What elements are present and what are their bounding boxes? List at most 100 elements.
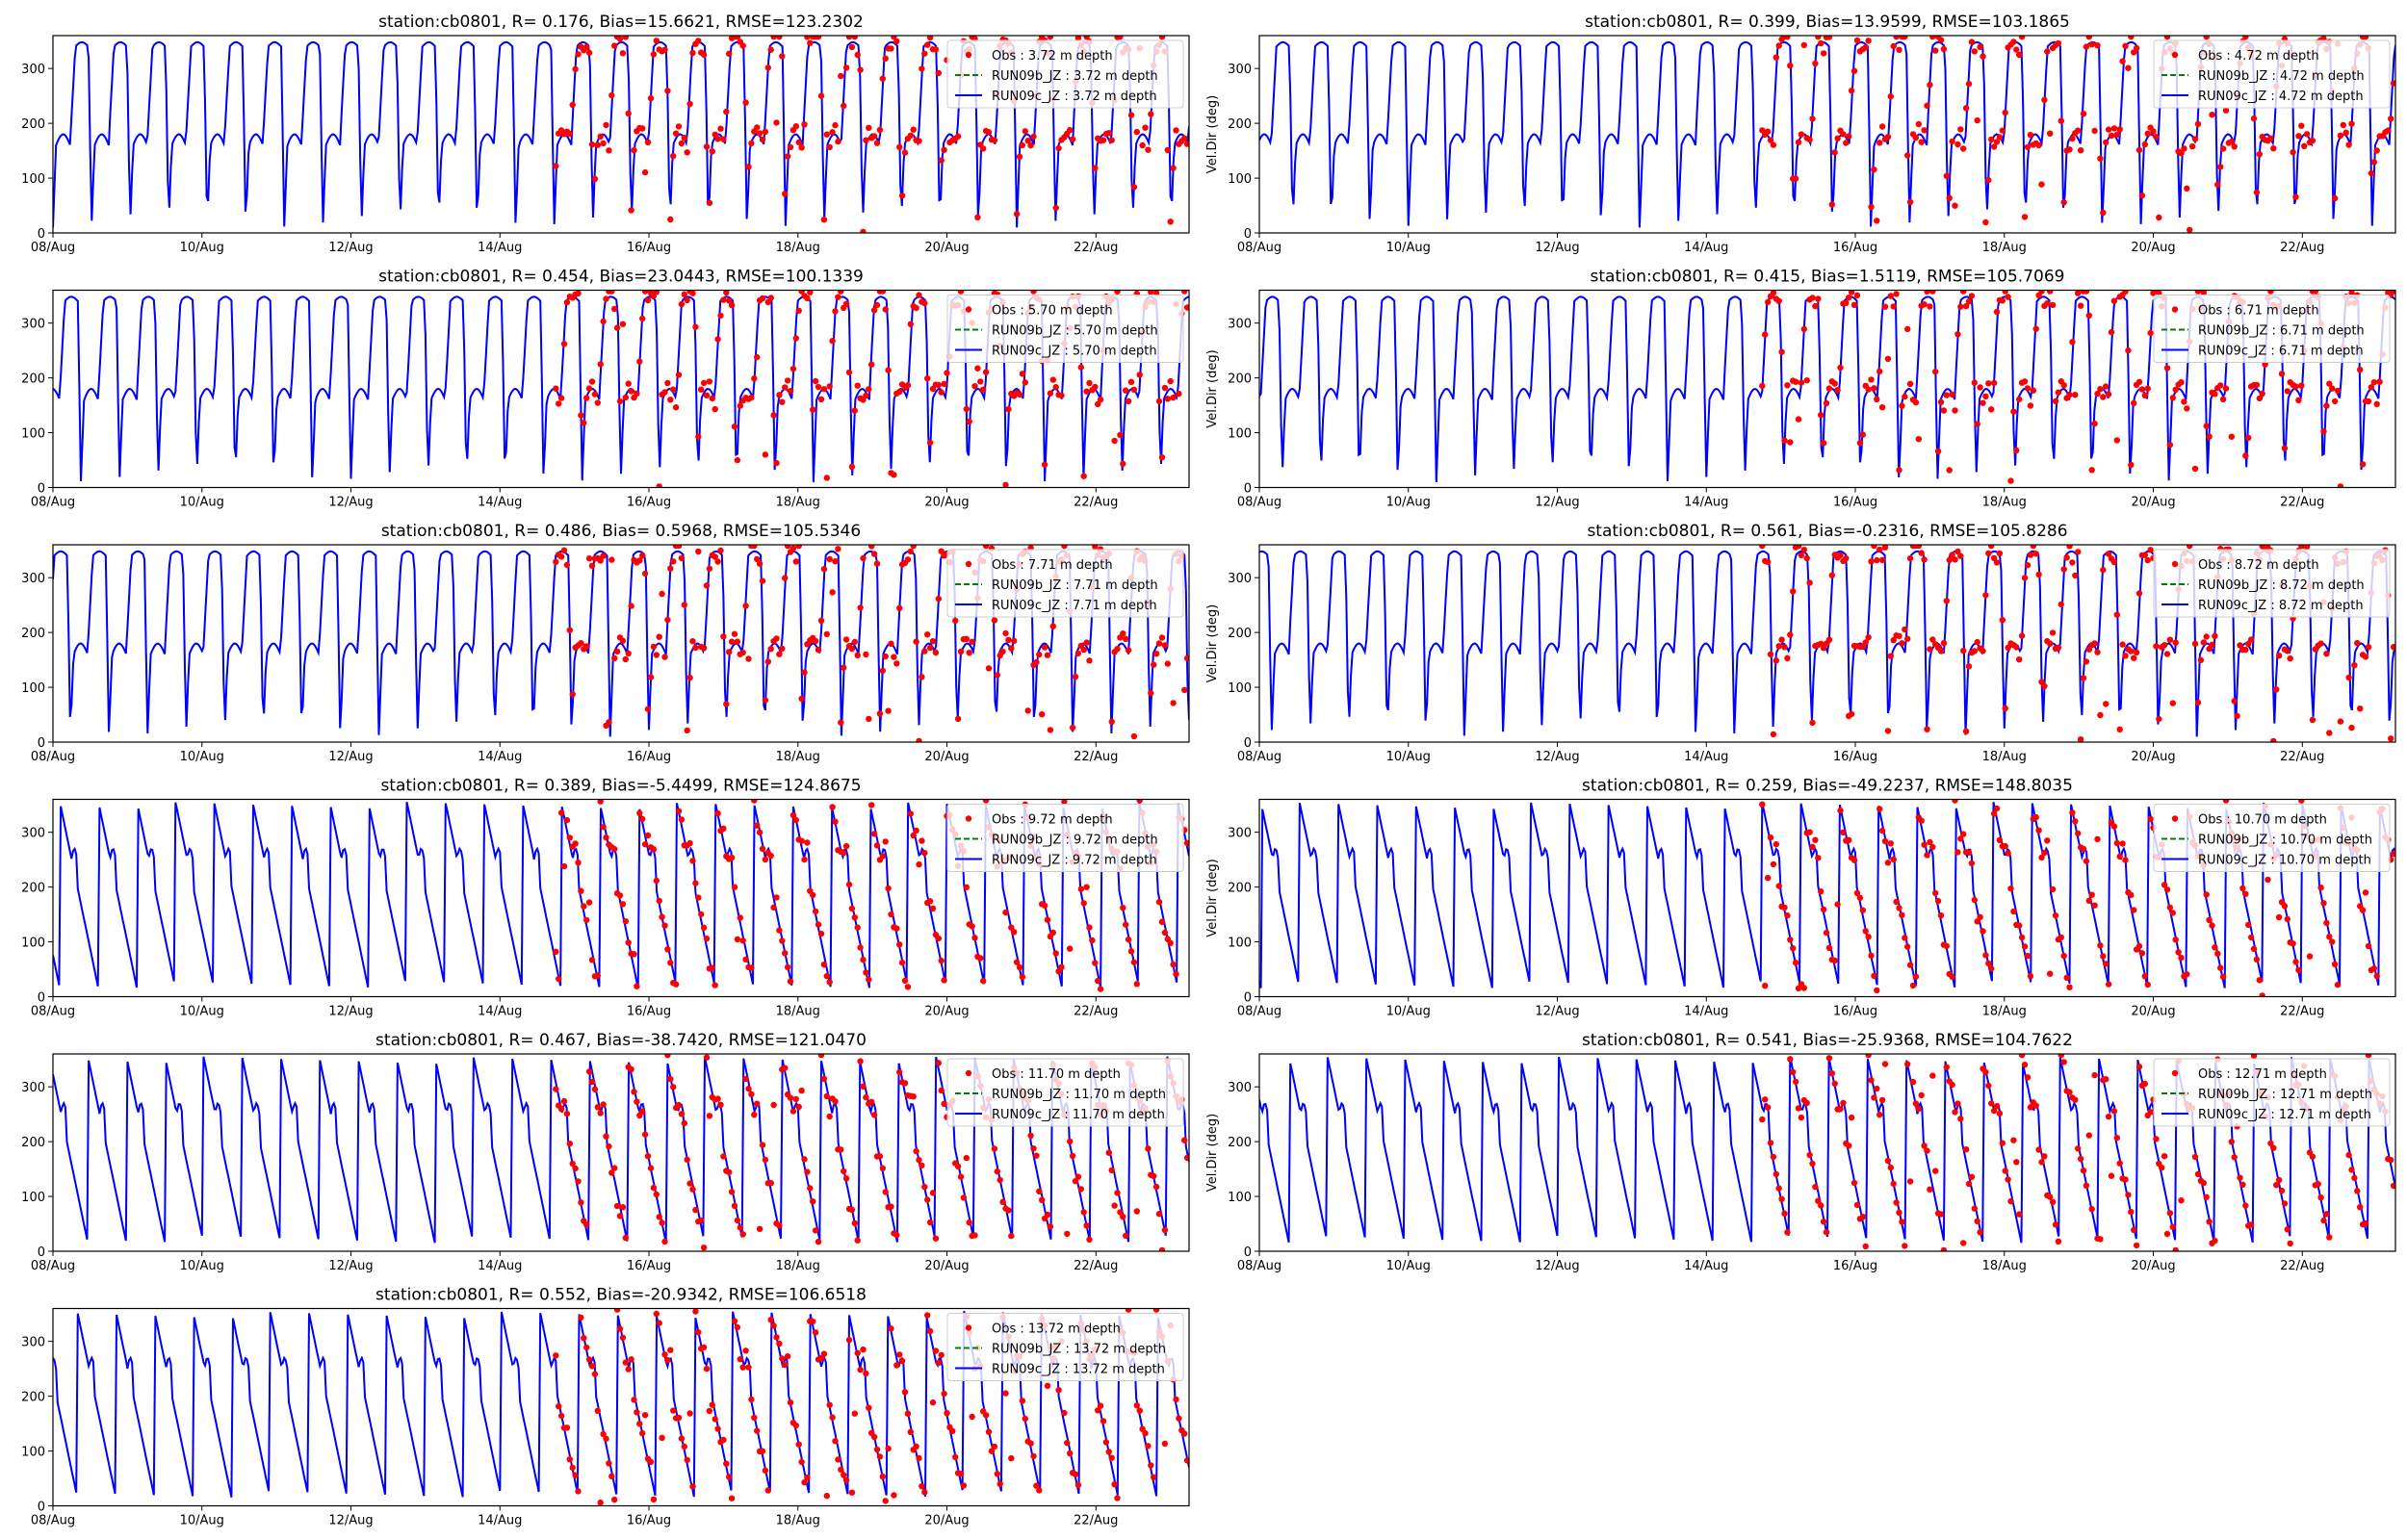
obs-point [982, 799, 990, 804]
x-tick-label: 20/Aug [924, 1514, 969, 1528]
obs-point [1080, 646, 1087, 654]
obs-point [854, 924, 861, 931]
obs-point [1876, 1111, 1883, 1118]
obs-point [714, 136, 721, 142]
obs-point [2362, 36, 2369, 40]
obs-point [994, 672, 1001, 679]
obs-point [929, 1399, 937, 1406]
obs-point [1074, 650, 1082, 657]
legend-label: Obs : 11.70 m depth [992, 1067, 1121, 1082]
obs-point [1957, 552, 1964, 559]
obs-point [597, 361, 604, 368]
obs-point [901, 1389, 909, 1396]
obs-point [1943, 942, 1951, 950]
obs-point [578, 640, 584, 647]
y-axis-label: Vel.Dir (deg) [1205, 859, 1220, 937]
obs-point [692, 323, 699, 330]
obs-point [603, 1435, 609, 1443]
obs-point [1114, 290, 1121, 295]
obs-point [823, 1092, 830, 1100]
obs-point [1949, 1081, 1955, 1089]
obs-point [896, 1351, 903, 1358]
obs-point [622, 1234, 629, 1242]
obs-point [941, 380, 947, 388]
obs-point [1999, 1140, 2006, 1146]
obs-point [1929, 843, 1936, 851]
obs-point [1089, 937, 1096, 944]
obs-point [1787, 937, 1794, 943]
y-tick-label: 0 [1244, 482, 1252, 497]
obs-point [1840, 131, 1847, 138]
obs-point [938, 1351, 945, 1359]
obs-point [2287, 655, 2293, 662]
obs-point [748, 394, 755, 401]
obs-point [2055, 389, 2062, 396]
obs-point [885, 707, 892, 714]
obs-point [684, 1456, 690, 1464]
obs-point [1929, 36, 1936, 40]
obs-point [1982, 952, 1989, 959]
obs-point [689, 290, 696, 296]
obs-point [2119, 840, 2126, 847]
obs-point [873, 1446, 881, 1453]
obs-point [2203, 1194, 2210, 1201]
obs-point [1775, 883, 1782, 889]
obs-point [2131, 399, 2137, 407]
obs-point [1069, 136, 1076, 142]
obs-point [1884, 355, 1892, 362]
obs-point [916, 860, 922, 868]
obs-point [815, 383, 822, 391]
obs-point [798, 837, 805, 844]
obs-point [2091, 902, 2098, 909]
obs-point [1962, 105, 1970, 112]
obs-point [1949, 552, 1955, 558]
obs-point [789, 366, 797, 372]
obs-point [1792, 175, 1799, 182]
obs-point [1002, 909, 1009, 916]
obs-point [1044, 916, 1051, 923]
obs-point [1161, 384, 1169, 392]
legend-label: RUN09b_JZ : 3.72 m depth [992, 69, 1158, 84]
obs-point [2247, 636, 2255, 643]
obs-point [2138, 192, 2146, 199]
obs-point [723, 108, 730, 116]
obs-point [2206, 1219, 2213, 1225]
obs-point [1111, 1481, 1118, 1488]
panel-title: station:cb0801, R= 0.486, Bias= 0.5968, … [381, 522, 861, 541]
obs-point [748, 1396, 755, 1403]
obs-point [692, 1206, 699, 1214]
x-tick-label: 08/Aug [1237, 496, 1281, 510]
obs-point [2147, 547, 2154, 553]
obs-point [2091, 640, 2098, 647]
obs-point [823, 131, 830, 138]
obs-point [891, 654, 897, 660]
obs-point [2267, 1140, 2274, 1147]
obs-point [838, 290, 844, 295]
obs-point [2362, 889, 2369, 896]
obs-point [678, 1435, 686, 1442]
obs-point [2242, 1202, 2249, 1209]
obs-point [2018, 1054, 2026, 1059]
obs-point [1123, 921, 1129, 928]
obs-point [2080, 675, 2087, 681]
legend-label: Obs : 13.72 m depth [992, 1322, 1121, 1337]
obs-point [644, 832, 652, 839]
legend-label: Obs : 9.72 m depth [992, 813, 1113, 828]
obs-point [770, 36, 777, 40]
obs-point [751, 545, 758, 550]
obs-point [622, 918, 629, 925]
obs-point [1074, 36, 1082, 41]
obs-point [1876, 140, 1883, 146]
obs-point [826, 1113, 833, 1120]
obs-point [2094, 390, 2101, 398]
obs-point [2181, 398, 2187, 405]
obs-point [1971, 648, 1978, 654]
obs-point [557, 1106, 565, 1113]
obs-point [1899, 402, 1905, 409]
obs-point [1993, 308, 2001, 316]
x-tick-label: 16/Aug [627, 1259, 671, 1273]
obs-point [904, 984, 912, 990]
legend-obs-marker [2171, 560, 2179, 568]
obs-point [698, 1217, 705, 1224]
obs-point [782, 191, 789, 197]
